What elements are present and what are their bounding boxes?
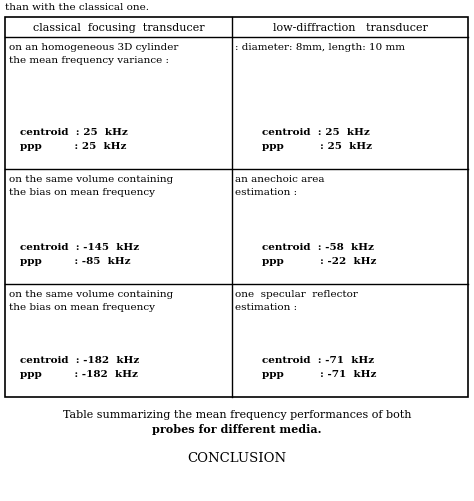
- Text: one  specular  reflector: one specular reflector: [235, 290, 358, 299]
- Text: ppp          : -22  kHz: ppp : -22 kHz: [262, 257, 376, 266]
- Text: on the same volume containing: on the same volume containing: [9, 175, 173, 184]
- Text: the bias on mean frequency: the bias on mean frequency: [9, 303, 155, 312]
- Text: ppp         : -182  kHz: ppp : -182 kHz: [20, 369, 138, 378]
- Text: centroid  : -182  kHz: centroid : -182 kHz: [20, 355, 139, 364]
- Text: estimation :: estimation :: [235, 303, 297, 312]
- Text: centroid  : 25  kHz: centroid : 25 kHz: [262, 128, 370, 137]
- Text: centroid  : -71  kHz: centroid : -71 kHz: [262, 355, 374, 364]
- Text: ppp          : -71  kHz: ppp : -71 kHz: [262, 369, 376, 378]
- Text: : diameter: 8mm, length: 10 mm: : diameter: 8mm, length: 10 mm: [235, 43, 405, 52]
- Text: centroid  : -145  kHz: centroid : -145 kHz: [20, 242, 139, 252]
- Text: probes for different media.: probes for different media.: [152, 423, 322, 434]
- Text: centroid  : -58  kHz: centroid : -58 kHz: [262, 242, 374, 252]
- Text: centroid  : 25  kHz: centroid : 25 kHz: [20, 128, 128, 137]
- Text: an anechoic area: an anechoic area: [235, 175, 325, 184]
- Text: the mean frequency variance :: the mean frequency variance :: [9, 56, 169, 65]
- Text: CONCLUSION: CONCLUSION: [187, 451, 287, 464]
- Text: on the same volume containing: on the same volume containing: [9, 290, 173, 299]
- Text: low-diffraction   transducer: low-diffraction transducer: [273, 23, 428, 33]
- Text: on an homogeneous 3D cylinder: on an homogeneous 3D cylinder: [9, 43, 178, 52]
- Text: ppp         : -85  kHz: ppp : -85 kHz: [20, 257, 130, 266]
- Text: ppp          : 25  kHz: ppp : 25 kHz: [262, 142, 372, 151]
- Text: estimation :: estimation :: [235, 188, 297, 196]
- Text: Table summarizing the mean frequency performances of both: Table summarizing the mean frequency per…: [63, 409, 411, 419]
- Text: ppp         : 25  kHz: ppp : 25 kHz: [20, 142, 127, 151]
- Text: classical  focusing  transducer: classical focusing transducer: [33, 23, 204, 33]
- Text: the bias on mean frequency: the bias on mean frequency: [9, 188, 155, 196]
- Text: than with the classical one.: than with the classical one.: [5, 3, 149, 12]
- Bar: [5, 18, 468, 397]
